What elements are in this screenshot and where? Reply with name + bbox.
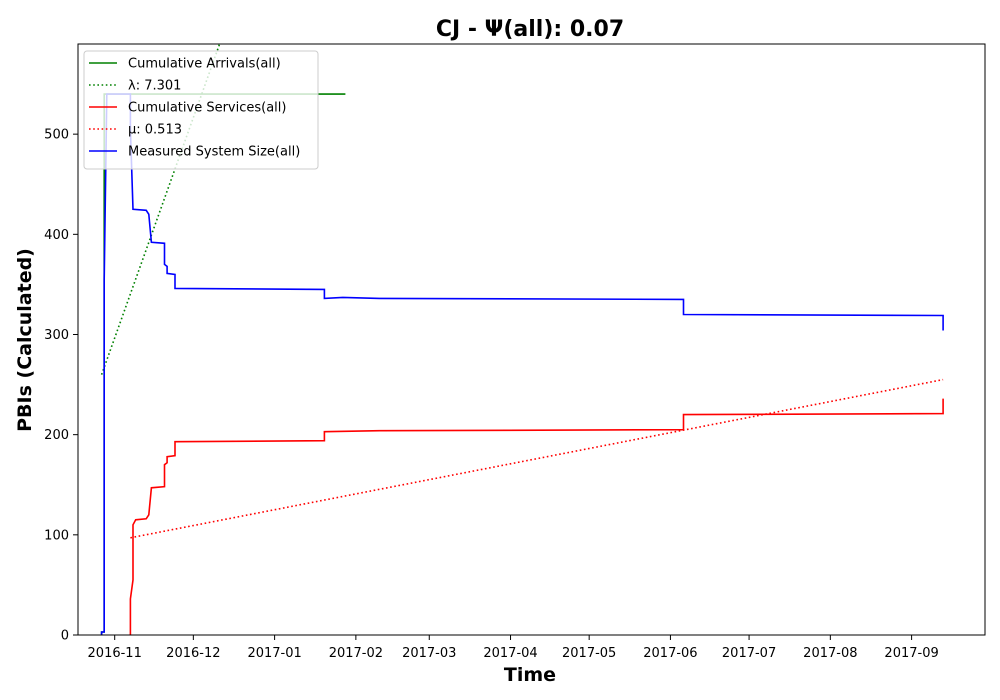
legend-label: λ: 7.301 [128, 79, 181, 94]
series-line-2 [129, 398, 944, 635]
x-axis-title: Time [504, 664, 556, 686]
chart-title: CJ - Ψ(all): 0.07 [436, 17, 624, 42]
series-line-0 [100, 93, 346, 635]
legend: Cumulative Arrivals(all) λ: 7.301 Cumulati… [83, 50, 319, 170]
legend-label: Cumulative Arrivals(all) [128, 57, 281, 72]
y-tick-label: 400 [44, 228, 69, 243]
x-tick-label: 2017-07 [722, 646, 776, 661]
y-axis-title: PBIs (Calculated) [14, 248, 36, 432]
x-tick-label: 2016-11 [88, 646, 142, 661]
series-line-4 [100, 93, 944, 635]
legend-box [83, 50, 319, 170]
y-tick-label: 500 [44, 128, 69, 143]
x-tick-label: 2017-05 [562, 646, 616, 661]
x-axis: 2016-11 2016-12 2017-01 2017-02 2017-03 2017-… [88, 635, 939, 661]
y-tick-label: 0 [61, 629, 69, 644]
x-tick-label: 2016-12 [166, 646, 220, 661]
y-tick-label: 200 [44, 428, 69, 443]
x-tick-label: 2017-09 [884, 646, 938, 661]
y-tick-label: 300 [44, 328, 69, 343]
x-tick-label: 2017-03 [402, 646, 456, 661]
legend-label: Cumulative Services(all) [128, 101, 286, 116]
plot-frame [77, 43, 986, 636]
x-tick-label: 2017-02 [329, 646, 383, 661]
series-line-3 [130, 378, 944, 539]
x-tick-label: 2017-06 [643, 646, 697, 661]
x-tick-label: 2017-01 [247, 646, 301, 661]
x-tick-label: 2017-04 [483, 646, 537, 661]
y-axis: 0 100 200 300 400 500 [44, 128, 78, 644]
legend-label: Measured System Size(all) [128, 145, 300, 160]
y-tick-label: 100 [44, 528, 69, 543]
x-tick-label: 2017-08 [803, 646, 857, 661]
legend-label: μ: 0.513 [128, 123, 182, 138]
